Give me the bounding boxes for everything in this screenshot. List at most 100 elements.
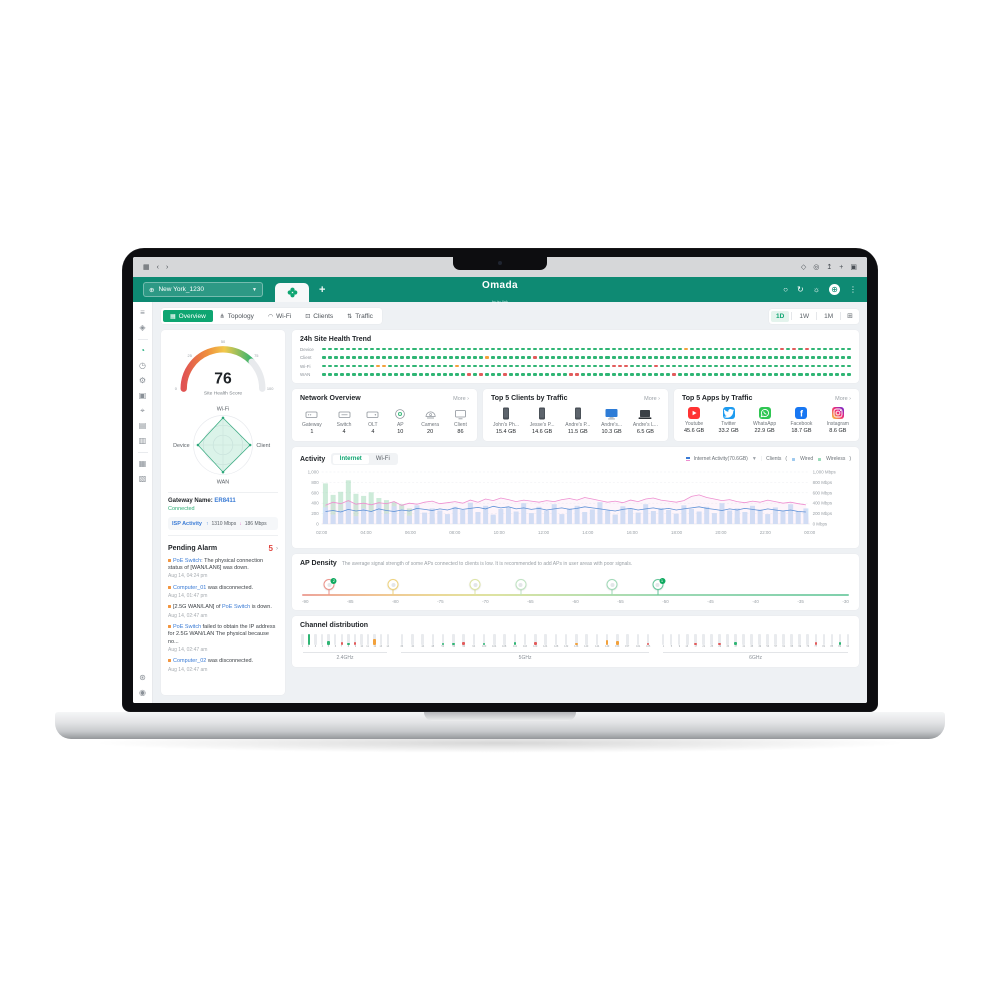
activity-tab-wi-fi[interactable]: Wi-Fi [375, 456, 390, 462]
client-item[interactable]: John's Ph... 15.4 GB [493, 407, 519, 435]
share-icon[interactable]: ↥ [826, 264, 833, 271]
chevron-right-icon[interactable]: › [276, 545, 278, 552]
ap-density-marker[interactable]: 1 [652, 577, 666, 595]
trend-dash [689, 356, 694, 359]
shield-icon[interactable]: ◇ [800, 264, 807, 271]
range-1w[interactable]: 1W [799, 312, 810, 320]
overview-more-link[interactable]: More › [453, 395, 469, 402]
report-icon[interactable]: ▤ [138, 421, 147, 430]
ap-density-marker[interactable] [606, 579, 618, 595]
tab-topology[interactable]: ⋔ Topology [213, 310, 261, 322]
overview-item[interactable]: AP 10 [394, 407, 406, 435]
app-item[interactable]: Twitter 33.2 GB [719, 407, 739, 434]
app-item[interactable]: Youtube 45.6 GB [684, 407, 704, 434]
alarm-item[interactable]: PoE Switch failed to obtain the IP addre… [168, 624, 278, 654]
channel-label: 40 [410, 645, 414, 648]
map-icon[interactable]: ▦ [138, 459, 147, 468]
location-icon[interactable]: ⌖ [140, 406, 145, 415]
alarm-item[interactable]: [2.5G WAN/LAN] of PoE Switch is down. Aug… [168, 604, 278, 619]
client-item[interactable]: Andre's... 10.3 GB [601, 407, 622, 435]
legend-dropdown-icon[interactable]: ▼ [751, 456, 757, 462]
profile-icon[interactable]: ◎ [813, 264, 820, 271]
brightness-icon[interactable]: ☼ [812, 285, 820, 294]
back-icon[interactable]: ‹ [156, 263, 159, 271]
refresh-icon[interactable]: ↻ [796, 285, 804, 294]
channel: 9 [676, 634, 682, 649]
dashboard-icon[interactable]: ◔ [140, 346, 145, 355]
alarm-link[interactable]: Computer_01 [173, 584, 207, 591]
ap-density-marker[interactable]: 2 [323, 577, 337, 595]
client-item[interactable]: Andre's L... 6.5 GB [633, 407, 658, 435]
overview-item[interactable]: OLT 4 [366, 407, 379, 435]
calendar-icon[interactable]: ⊞ [847, 313, 853, 320]
globe-button-icon[interactable]: ⊕ [829, 284, 840, 295]
trend-dash [454, 347, 459, 351]
alarm-bullet [168, 605, 171, 609]
help-icon[interactable]: ◉ [139, 688, 146, 697]
new-tab-icon[interactable]: + [839, 263, 844, 271]
alarm-item[interactable]: Computer_02 was disconnected. Aug 14, 02:… [168, 658, 278, 673]
tab-clients[interactable]: ⊡ Clients [298, 310, 340, 322]
apps-more-link[interactable]: More › [835, 395, 851, 402]
trend-dash [533, 347, 538, 351]
site-selector[interactable]: ⊕ New York_1230 ▼ [143, 282, 263, 297]
density-tick: -85 [347, 599, 354, 604]
media-icon[interactable]: ▣ [138, 391, 147, 400]
alarm-link[interactable]: PoE Switch [173, 557, 202, 564]
alarm-link[interactable]: PoE Switch [222, 604, 251, 611]
settings-icon[interactable]: ⚙ [138, 376, 147, 385]
log-icon[interactable]: ▥ [138, 436, 147, 445]
app-item[interactable]: WhatsApp 22.9 GB [753, 407, 776, 434]
trend-dash [768, 356, 773, 359]
clients-more-link[interactable]: More › [644, 395, 660, 402]
upload-value: 1310 Mbps [211, 520, 237, 527]
ap-count-badge: 1 [659, 577, 666, 584]
overview-item[interactable]: Gateway 1 [302, 407, 322, 435]
new-tab-button[interactable]: + [319, 283, 326, 296]
preferences-icon[interactable]: ⊛ [139, 673, 146, 682]
range-1d[interactable]: 1D [771, 310, 790, 322]
alarm-item[interactable]: PoE Switch: The physical connection stat… [168, 558, 278, 581]
trend-dash [846, 364, 851, 368]
history-icon[interactable]: ◷ [139, 361, 146, 370]
compose-icon[interactable]: ≡ [140, 308, 145, 317]
app-item[interactable]: Instagram 8.6 GB [827, 407, 849, 434]
range-1m[interactable]: 1M [824, 312, 834, 320]
ap-density-marker[interactable] [387, 579, 399, 595]
client-item[interactable]: Jesse's P... 14.6 GB [530, 407, 555, 435]
ap-density-marker[interactable] [515, 579, 527, 595]
ap-density-marker[interactable] [469, 579, 481, 595]
trend-row-label: Wi-Fi [300, 363, 311, 369]
alarm-link[interactable]: PoE Switch [173, 623, 202, 630]
trend-dash [581, 364, 586, 368]
alarm-link[interactable]: Computer_02 [173, 658, 207, 665]
trend-dash [430, 373, 435, 376]
overview-item[interactable]: Switch 4 [337, 407, 351, 435]
pending-alarm-header: Pending Alarm 5 › [168, 544, 278, 553]
trend-dash [400, 347, 405, 351]
window-icon[interactable]: ▦ [143, 264, 150, 271]
alarm-item[interactable]: Computer_01 was disconnected. Aug 14, 01:… [168, 585, 278, 600]
channel-label: 132 [564, 645, 569, 648]
tabs-icon[interactable]: ▣ [850, 264, 857, 271]
forward-icon[interactable]: › [165, 263, 169, 271]
channel-bar [766, 634, 769, 645]
toolbox-icon[interactable]: ▧ [138, 474, 147, 483]
browser-tab[interactable] [275, 283, 309, 302]
tab-overview[interactable]: ▦ Overview [163, 310, 213, 322]
overview-item[interactable]: Client 86 [454, 407, 467, 435]
client-item[interactable]: Andre's P... 11.5 GB [565, 407, 590, 435]
app-item[interactable]: f Facebook 18.7 GB [790, 407, 812, 434]
activity-tab-internet[interactable]: Internet [332, 454, 369, 464]
more-icon[interactable]: ⋮ [849, 285, 857, 294]
trend-dash [515, 373, 520, 376]
gateway-link[interactable]: ER8411 [214, 498, 236, 504]
svg-text:WAN: WAN [217, 479, 229, 485]
security-icon[interactable]: ◈ [139, 323, 146, 332]
channel-bar [353, 634, 357, 645]
tab-wi-fi[interactable]: ◠ Wi-Fi [261, 310, 298, 322]
overview-item[interactable]: Camera 20 [421, 407, 439, 435]
tab-traffic[interactable]: ⇅ Traffic [340, 310, 380, 322]
search-icon[interactable]: ○ [783, 285, 788, 294]
svg-text:Site Health Score: Site Health Score [204, 391, 242, 397]
